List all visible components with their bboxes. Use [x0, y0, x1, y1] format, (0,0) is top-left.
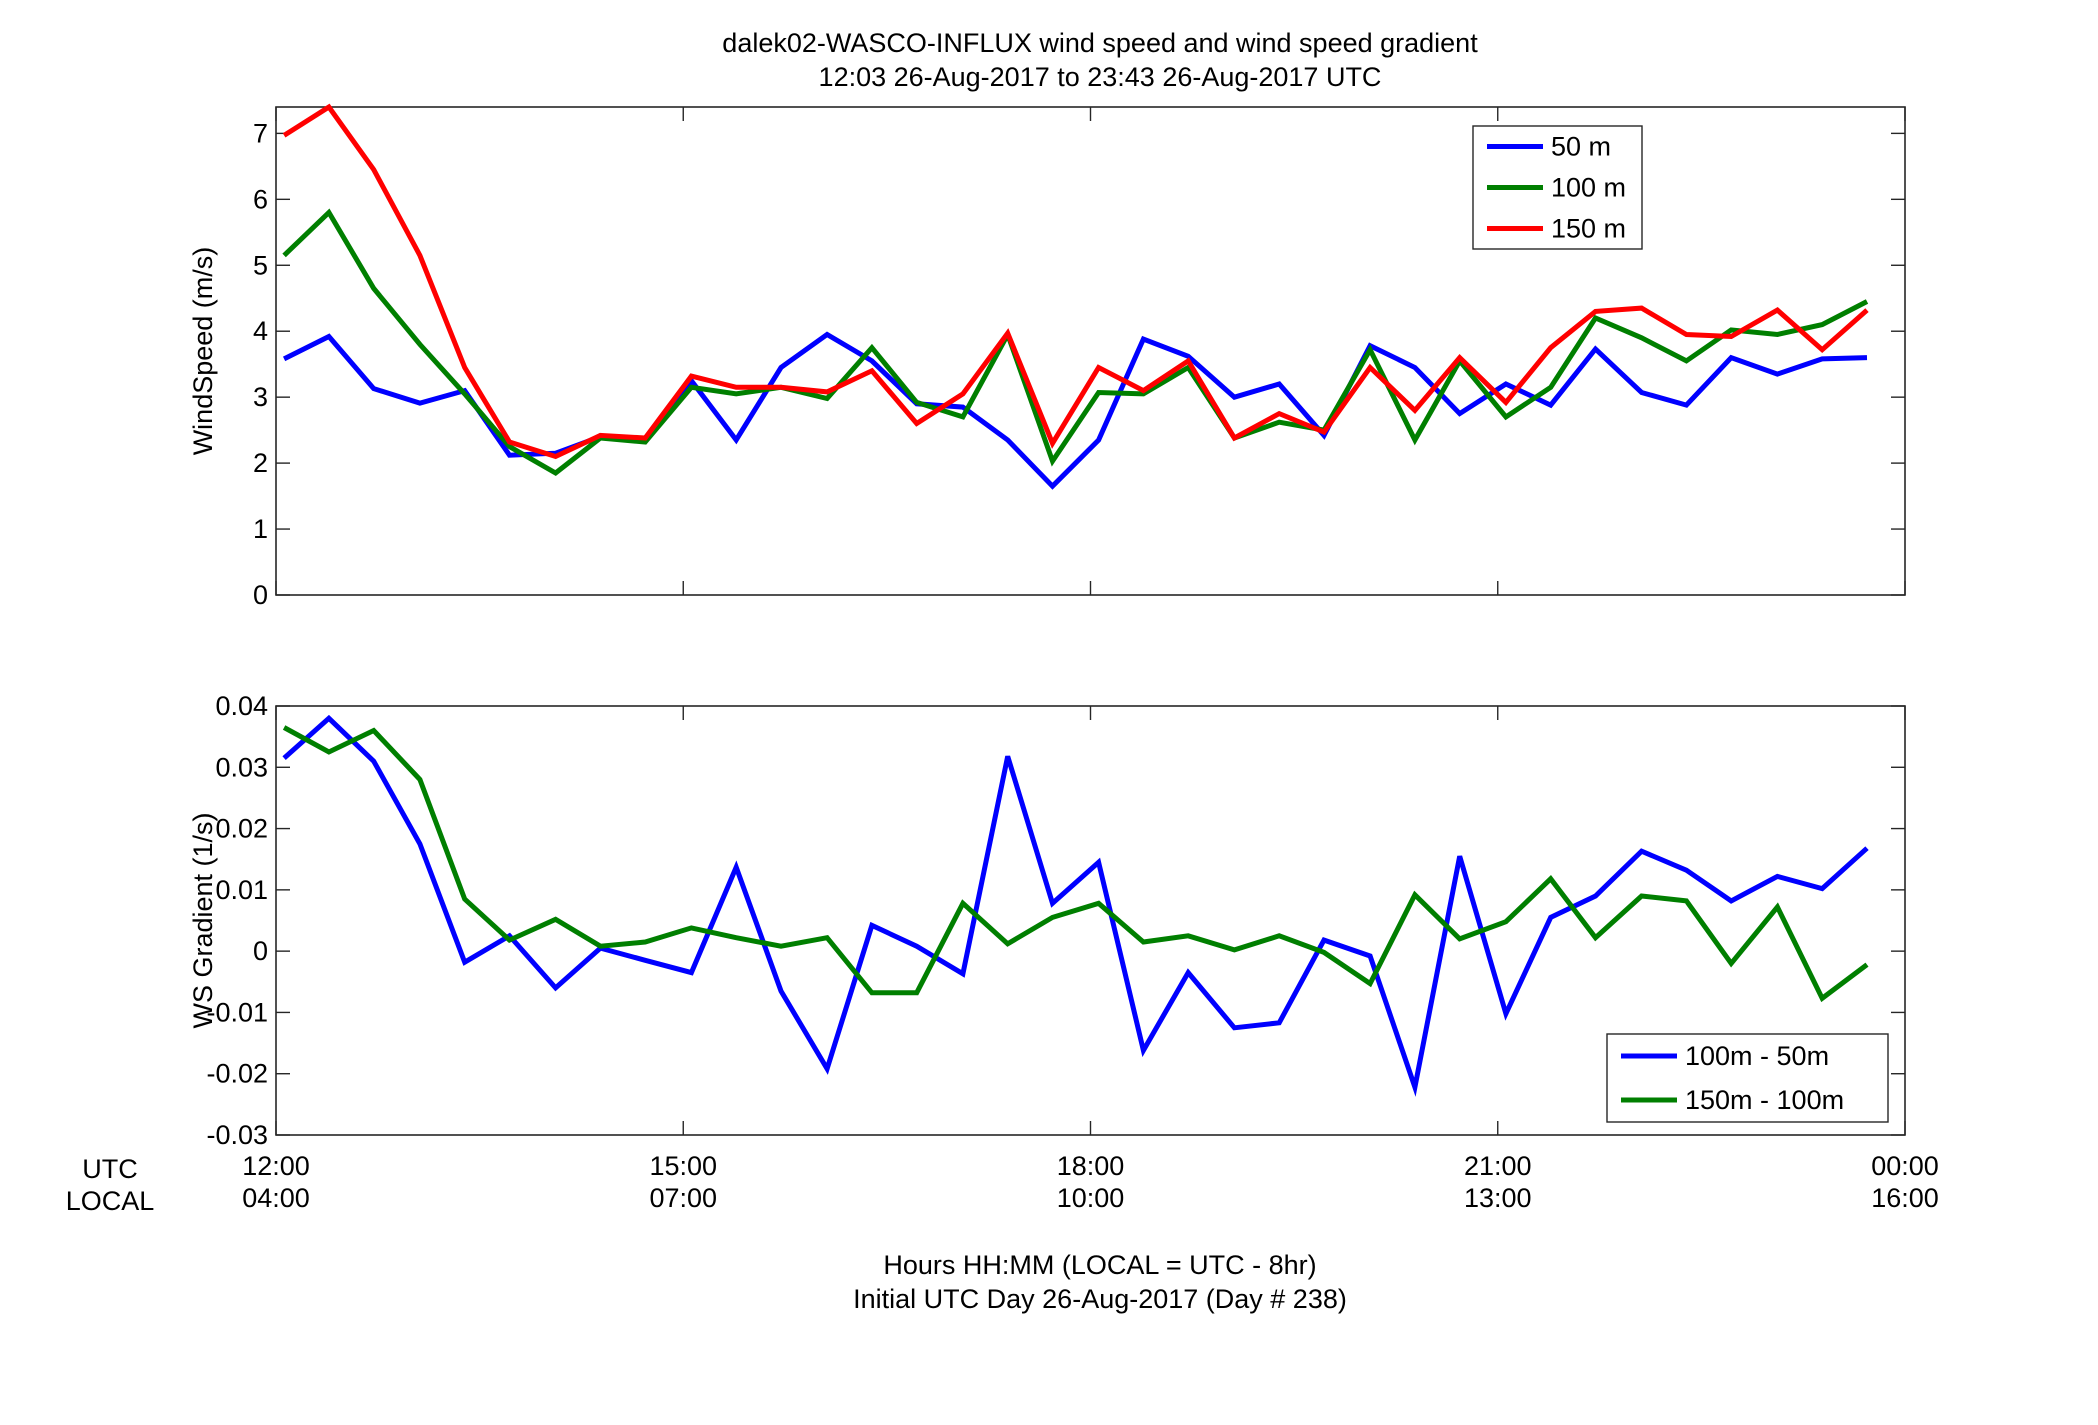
y-axis-label: WS Gradient (1/s) [188, 812, 218, 1028]
x-tick-label-local: 10:00 [1057, 1183, 1125, 1213]
x-tick-label-utc: 18:00 [1057, 1151, 1125, 1181]
x-tick-label-utc: 12:00 [242, 1151, 310, 1181]
y-tick-label: 0.01 [215, 875, 268, 905]
legend-box [1606, 1033, 1889, 1123]
y-tick-label: 4 [253, 316, 268, 346]
chart-title-line2: 12:03 26-Aug-2017 to 23:43 26-Aug-2017 U… [819, 62, 1382, 92]
series-line-150m-100m [282, 725, 1869, 1003]
windspeed-panel: 0 1 2 3 4 5 6 7 WindSpeed (m/s) 50 m 100 m 150 m [188, 103, 1906, 610]
x-axis-caption-line2: Initial UTC Day 26-Aug-2017 (Day # 238) [853, 1284, 1347, 1314]
chart-title-line1: dalek02-WASCO-INFLUX wind speed and wind… [722, 28, 1478, 58]
y-tick-label: 1 [253, 514, 268, 544]
y-tick-label: 0.04 [215, 691, 268, 721]
x-tick-label-utc: 15:00 [649, 1151, 717, 1181]
legend-label: 50 m [1551, 132, 1611, 162]
y-tick-label: 0.03 [215, 752, 268, 782]
x-tick-label-local: 16:00 [1871, 1183, 1939, 1213]
y-tick-label: 3 [253, 382, 268, 412]
legend-label: 100m - 50m [1685, 1041, 1829, 1071]
y-tick-label: -0.01 [206, 997, 268, 1027]
y-tick-label: 7 [253, 118, 268, 148]
x-tick-label-local: 07:00 [649, 1183, 717, 1213]
y-tick-label: 2 [253, 448, 268, 478]
gradient-panel: -0.03 -0.02 -0.01 0 0.01 0.02 0.03 0.04 12:0004:… [188, 691, 1939, 1213]
legend-label: 150m - 100m [1685, 1085, 1844, 1115]
y-tick-label: 0.02 [215, 814, 268, 844]
y-tick-label: 5 [253, 250, 268, 280]
y-tick-label: 0 [253, 580, 268, 610]
x-tick-label-utc: 21:00 [1464, 1151, 1532, 1181]
y-tick-label: 0 [253, 936, 268, 966]
x-tick-label-local: 13:00 [1464, 1183, 1532, 1213]
x-axis-local-label: LOCAL [66, 1186, 155, 1216]
plot-frame [275, 106, 1906, 596]
y-tick-label: -0.02 [206, 1059, 268, 1089]
x-axis-utc-label: UTC [82, 1154, 138, 1184]
x-tick-label-utc: 00:00 [1871, 1151, 1939, 1181]
series-line-100m [282, 208, 1869, 477]
series-line-150m [282, 103, 1869, 460]
x-tick-label-local: 04:00 [242, 1183, 310, 1213]
x-axis-caption-line1: Hours HH:MM (LOCAL = UTC - 8hr) [883, 1250, 1316, 1280]
legend-label: 150 m [1551, 214, 1626, 244]
y-axis-label: WindSpeed (m/s) [188, 247, 218, 456]
series-line-100m-50m [282, 714, 1869, 1097]
y-tick-label: -0.03 [206, 1120, 268, 1150]
series-line-50m [282, 331, 1868, 490]
legend-label: 100 m [1551, 173, 1626, 203]
y-tick-label: 6 [253, 184, 268, 214]
